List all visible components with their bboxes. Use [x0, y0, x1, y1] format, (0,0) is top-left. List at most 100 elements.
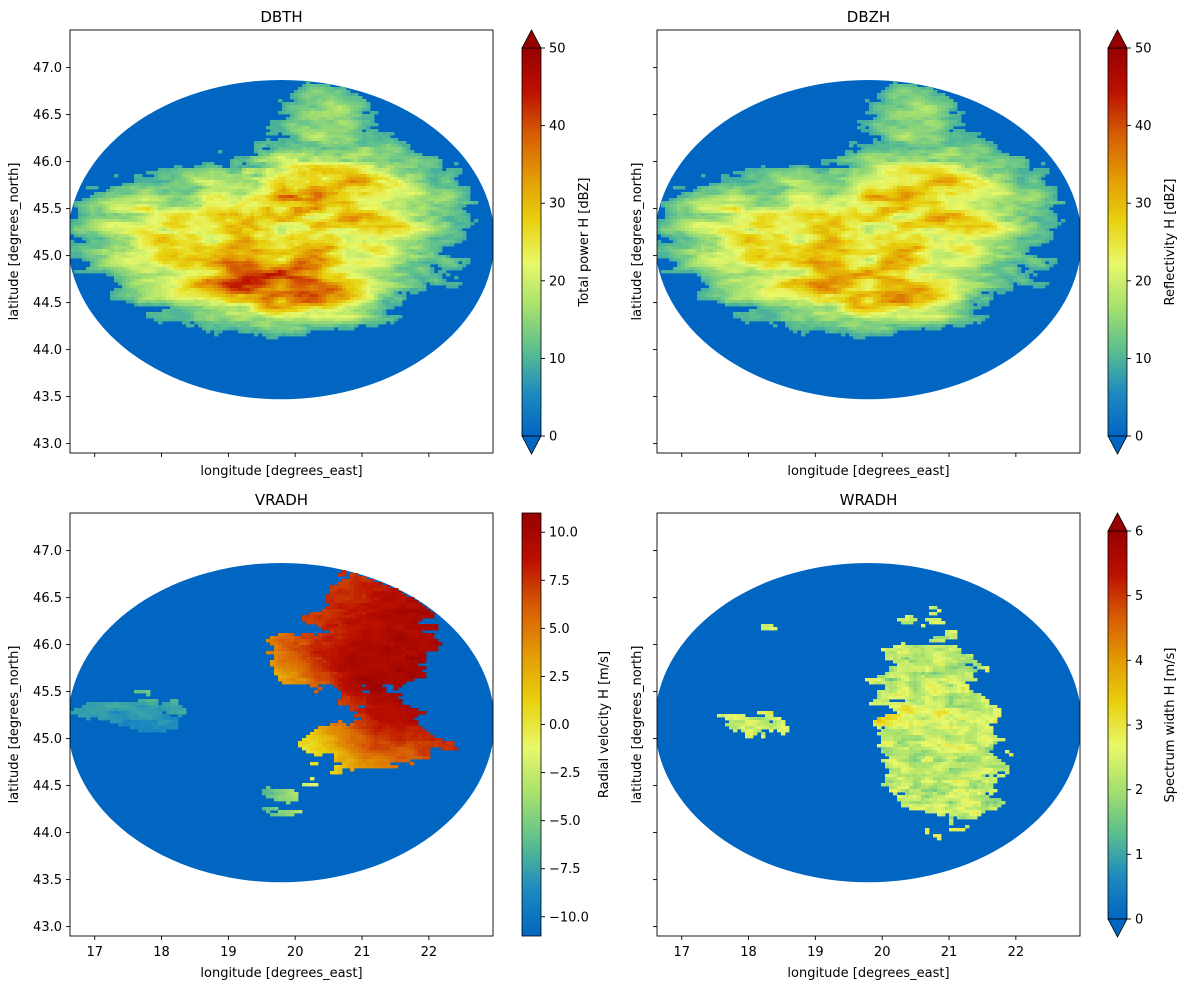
- y-tick-label: 47.0: [33, 544, 62, 559]
- y-tick-label: 43.0: [33, 920, 62, 935]
- y-tick-label: 46.0: [33, 155, 62, 170]
- colorbar-tick-label: 3: [1135, 719, 1143, 734]
- colorbar-tick-label: 20: [549, 274, 566, 289]
- colorbar-tick-label: 0: [1135, 913, 1143, 928]
- axes-frame: [656, 512, 1081, 937]
- colorbar-tick-label: 10: [1135, 352, 1152, 367]
- y-tick-label: 46.5: [33, 591, 62, 606]
- y-tick-label: 45.0: [33, 249, 62, 264]
- colorbar: 0 10 20 30 40 50 Total power H [dBZ]: [521, 29, 592, 455]
- colorbar-gradient: [521, 512, 542, 937]
- panel-title: DBTH: [260, 8, 302, 26]
- colorbar-tick-label: 40: [549, 119, 566, 134]
- panel-title: DBZH: [847, 8, 890, 26]
- colorbar-tick-label: 2: [1135, 783, 1143, 798]
- colorbar-tick-label: 40: [1135, 119, 1152, 134]
- y-tick-label: 45.0: [33, 732, 62, 747]
- colorbar-tick-label: 10.0: [549, 526, 578, 541]
- panel-vradh: VRADH 43.0 43.5 44.0 44.5 45.0 45.5 46.0 46.5 47.…: [7, 491, 612, 981]
- panel-title: VRADH: [255, 491, 308, 509]
- colorbar-tick-label: 6: [1135, 525, 1143, 540]
- x-tick-label: 19: [807, 945, 824, 960]
- colorbar-gradient: [521, 47, 542, 437]
- colorbar-tick-label: −7.5: [549, 862, 581, 877]
- axes-frame: [69, 29, 494, 454]
- y-tick-label: 45.5: [33, 202, 62, 217]
- y-tick-label: 43.0: [33, 437, 62, 452]
- y-axis-label: latitude [degrees_north]: [7, 646, 22, 804]
- y-tick-label: 44.5: [33, 296, 62, 311]
- x-tick-label: 22: [421, 945, 438, 960]
- x-tick-label: 20: [874, 945, 891, 960]
- y-tick-label: 43.5: [33, 873, 62, 888]
- colorbar-tick-label: −10.0: [549, 910, 589, 925]
- colorbar-tick-label: 4: [1135, 654, 1143, 669]
- y-tick-label: 43.5: [33, 390, 62, 405]
- panel-dbth: DBTH 43.0 43.5 44.0 44.5 45.0 45.5 46.0 46.5 47.0…: [7, 8, 592, 479]
- colorbar: −10.0 −7.5 −5.0 −2.5 0.0 2.5 5.0 7.5 10.0 Radial …: [521, 512, 612, 937]
- y-tick-label: 45.5: [33, 685, 62, 700]
- colorbar-label: Spectrum width H [m/s]: [1163, 648, 1178, 803]
- colorbar-label: Radial velocity H [m/s]: [597, 651, 612, 798]
- colorbar-tick-label: 30: [1135, 197, 1152, 212]
- y-tick-label: 44.0: [33, 343, 62, 358]
- colorbar-extend-max: [521, 29, 542, 49]
- y-tick-label: 46.5: [33, 108, 62, 123]
- colorbar-tick-label: 1: [1135, 848, 1143, 863]
- y-tick-label: 46.0: [33, 638, 62, 653]
- x-tick-label: 20: [287, 945, 304, 960]
- x-tick-label: 19: [220, 945, 237, 960]
- colorbar-tick-label: 5: [1135, 589, 1143, 604]
- colorbar-tick-label: 50: [1135, 42, 1152, 57]
- colorbar-gradient: [1107, 530, 1128, 920]
- x-tick-label: 17: [673, 945, 690, 960]
- x-axis-label: longitude [degrees_east]: [200, 464, 362, 479]
- colorbar-label: Total power H [dBZ]: [577, 178, 592, 308]
- colorbar-tick-label: 10: [549, 352, 566, 367]
- colorbar-extend-min: [1107, 918, 1128, 938]
- panel-title: WRADH: [840, 491, 898, 509]
- x-tick-label: 22: [1008, 945, 1025, 960]
- colorbar-gradient: [1107, 47, 1128, 437]
- colorbar-tick-label: 7.5: [549, 574, 570, 589]
- x-axis-label: longitude [degrees_east]: [787, 966, 949, 981]
- axes-frame: [656, 29, 1081, 454]
- colorbar: 0 1 2 3 4 5 6 Spectrum width H [m/s]: [1107, 512, 1178, 938]
- radar-sweep: [657, 562, 1080, 883]
- colorbar: 0 10 20 30 40 50 Reflectivity H [dBZ]: [1107, 29, 1178, 455]
- axes-frame: [69, 512, 494, 937]
- x-axis-label: longitude [degrees_east]: [200, 966, 362, 981]
- x-tick-label: 17: [86, 945, 103, 960]
- y-axis-label: latitude [degrees_north]: [630, 163, 645, 321]
- colorbar-extend-min: [1107, 435, 1128, 455]
- y-tick-label: 44.5: [33, 779, 62, 794]
- radar-sweep: [70, 562, 493, 883]
- panel-dbzh: DBZH longitude [degrees_east] latitude [de…: [630, 8, 1178, 479]
- colorbar-extend-min: [521, 435, 542, 455]
- colorbar-tick-label: 5.0: [549, 622, 570, 637]
- radar-sweep: [657, 79, 1080, 400]
- colorbar-tick-label: 0.0: [549, 718, 570, 733]
- y-tick-label: 47.0: [33, 61, 62, 76]
- colorbar-label: Reflectivity H [dBZ]: [1163, 179, 1178, 306]
- radar-coverage-disc: [657, 562, 1080, 883]
- y-axis-label: latitude [degrees_north]: [630, 646, 645, 804]
- y-tick-label: 44.0: [33, 826, 62, 841]
- colorbar-tick-label: −2.5: [549, 766, 581, 781]
- colorbar-tick-label: −5.0: [549, 814, 581, 829]
- colorbar-tick-label: 0: [1135, 430, 1143, 445]
- colorbar-tick-label: 2.5: [549, 670, 570, 685]
- x-tick-label: 21: [354, 945, 371, 960]
- colorbar-tick-label: 50: [549, 42, 566, 57]
- x-tick-label: 21: [941, 945, 958, 960]
- x-tick-label: 18: [153, 945, 170, 960]
- colorbar-tick-label: 0: [549, 430, 557, 445]
- colorbar-extend-max: [1107, 29, 1128, 49]
- y-axis-label: latitude [degrees_north]: [7, 163, 22, 321]
- colorbar-extend-max: [1107, 512, 1128, 532]
- radar-sweep: [70, 79, 493, 400]
- x-tick-label: 18: [740, 945, 757, 960]
- x-axis-label: longitude [degrees_east]: [787, 464, 949, 479]
